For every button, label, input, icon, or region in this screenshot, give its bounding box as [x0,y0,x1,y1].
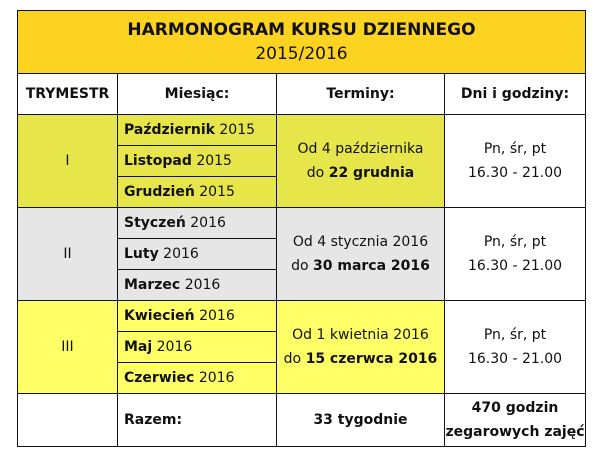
trimester-label: III [17,300,118,394]
term-from: Od 4 października [297,141,424,157]
term-to: 15 czerwca 2016 [305,351,438,367]
days: Pn, śr, pt [483,234,547,250]
days: Pn, śr, pt [483,141,547,157]
month-row: Luty 2016 [18,238,586,270]
month-year: 2016 [163,246,199,262]
summary-weeks: 33 tygodnie [276,393,445,447]
title-text: HARMONOGRAM KURSU DZIENNEGO [127,20,476,40]
hours-line1: 470 godzin [471,400,559,416]
month-name: Październik [124,122,215,138]
term-cell: Od 4 stycznia 2016 do 30 marca 2016 [276,207,445,301]
summary-empty [17,393,118,447]
month-cell: Czerwiec 2016 [117,362,277,394]
hours: 16.30 - 21.00 [467,351,563,367]
days: Pn, śr, pt [483,327,547,343]
month-year: 2015 [196,153,232,169]
month-cell: Styczeń 2016 [117,207,277,239]
term-to: 30 marca 2016 [313,258,430,274]
month-cell: Luty 2016 [117,238,277,270]
trimester-label: II [17,207,118,301]
term-from: Od 4 stycznia 2016 [292,234,429,250]
hours-line2: zegarowych zajęć [445,424,585,440]
term-from: Od 1 kwietnia 2016 [292,327,429,343]
month-cell: Listopad 2015 [117,145,277,177]
term-cell: Od 1 kwietnia 2016 do 15 czerwca 2016 [276,300,445,394]
month-year: 2016 [156,339,193,355]
month-name: Kwiecień [124,308,195,324]
hours: 16.30 - 21.00 [467,258,563,274]
summary-row: Razem: 33 tygodnie 470 godzin zegarowych … [17,393,586,447]
table-title: HARMONOGRAM KURSU DZIENNEGO 2015/2016 [17,10,586,74]
header-terms: Terminy: [276,73,445,115]
days-hours-cell: Pn, śr, pt 16.30 - 21.00 [444,300,586,394]
month-year: 2015 [219,122,256,138]
days-hours-cell: Pn, śr, pt 16.30 - 21.00 [444,114,586,208]
schedule-table: HARMONOGRAM KURSU DZIENNEGO 2015/2016 TR… [17,10,586,447]
month-row: Grudzień 2015 [18,176,586,208]
days-hours-cell: Pn, śr, pt 16.30 - 21.00 [444,207,586,301]
month-year: 2016 [199,308,235,324]
month-row: Listopad 2015 [18,145,586,177]
month-row: Marzec 2016 [18,269,586,301]
month-name: Styczeń [124,215,186,231]
hours: 16.30 - 21.00 [467,165,563,181]
month-year: 2015 [199,184,235,200]
month-row: I Październik 2015 Od 4 października do 22 … [17,114,586,208]
header-days-hours: Dni i godziny: [444,73,586,115]
month-year: 2016 [198,370,235,386]
month-cell: Październik 2015 [117,114,277,146]
trimester-label: I [17,114,118,208]
summary-hours: 470 godzin zegarowych zajęć [444,393,586,447]
month-row: III Kwiecień 2016 Od 1 kwietnia 2016 do 15 … [17,300,586,394]
month-cell: Marzec 2016 [117,269,277,301]
term-cell: Od 4 października do 22 grudnia [276,114,445,208]
month-cell: Maj 2016 [117,331,277,363]
month-cell: Grudzień 2015 [117,176,277,208]
month-row: Czerwiec 2016 [18,362,586,394]
month-name: Luty [124,246,159,262]
month-row: Maj 2016 [18,331,586,363]
month-name: Czerwiec [124,370,195,386]
month-name: Listopad [124,153,192,169]
term-to-prefix: do [291,258,309,274]
month-year: 2016 [190,215,226,231]
summary-label: Razem: [117,393,277,447]
month-name: Marzec [124,277,181,293]
header-trimester: TRYMESTR [17,73,118,115]
month-year: 2016 [184,277,221,293]
month-name: Maj [124,339,153,355]
month-cell: Kwiecień 2016 [117,300,277,332]
term-to-prefix: do [306,165,325,181]
term-to-prefix: do [283,351,302,367]
term-to: 22 grudnia [328,165,415,181]
month-row: II Styczeń 2016 Od 4 stycznia 2016 do 30 ma… [17,207,586,301]
year-text: 2015/2016 [255,44,348,64]
header-month: Miesiąc: [117,73,277,115]
month-name: Grudzień [124,184,195,200]
